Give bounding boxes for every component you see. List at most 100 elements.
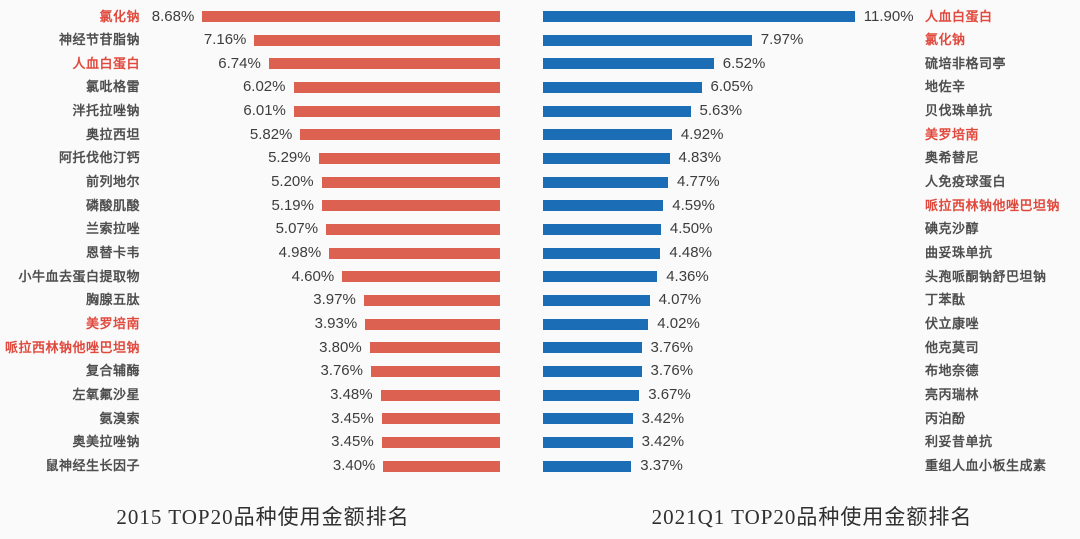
bar-row: 3.40% bbox=[0, 455, 500, 477]
bar bbox=[369, 342, 500, 354]
bar-row: 3.37% bbox=[543, 455, 683, 477]
category-label: 他克莫司 bbox=[925, 339, 980, 355]
bar bbox=[293, 81, 500, 93]
category-label: 泮托拉唑钠 bbox=[72, 103, 140, 119]
bar-row: 4.60% bbox=[0, 266, 500, 288]
category-label: 左氧氟沙星 bbox=[72, 387, 140, 403]
bar-row: 3.80% bbox=[0, 337, 500, 359]
category-label: 奥美拉唑钠 bbox=[72, 434, 140, 450]
bar-row: 4.48% bbox=[543, 242, 712, 264]
value-label: 4.83% bbox=[678, 149, 722, 167]
bar bbox=[254, 34, 500, 46]
category-label: 鼠神经生长因子 bbox=[45, 458, 140, 474]
category-label: 人血白蛋白 bbox=[925, 8, 993, 24]
bar-row: 4.02% bbox=[543, 313, 700, 335]
value-label: 7.16% bbox=[203, 31, 247, 49]
chart-title-2021q1: 2021Q1 TOP20品种使用金额排名 bbox=[651, 505, 973, 529]
category-label: 兰索拉唑 bbox=[85, 221, 140, 237]
value-label: 5.19% bbox=[271, 196, 314, 214]
bar-row: 3.93% bbox=[0, 313, 500, 335]
category-label: 丁苯酞 bbox=[925, 292, 966, 308]
bar-row: 3.42% bbox=[543, 408, 684, 430]
bar bbox=[543, 436, 633, 448]
category-label: 氨溴索 bbox=[99, 410, 140, 426]
bar bbox=[371, 365, 500, 377]
value-label: 5.63% bbox=[699, 102, 743, 120]
bar bbox=[543, 460, 632, 472]
value-label: 6.02% bbox=[242, 78, 286, 96]
value-label: 7.97% bbox=[760, 31, 804, 49]
bar-row: 7.16% bbox=[0, 29, 500, 51]
bar-row: 3.76% bbox=[543, 337, 693, 359]
value-label: 3.93% bbox=[314, 315, 358, 333]
category-label: 磷酸肌酸 bbox=[85, 197, 140, 213]
bar-row: 4.98% bbox=[0, 242, 500, 264]
value-label: 3.80% bbox=[319, 338, 362, 356]
value-label: 4.59% bbox=[672, 196, 715, 214]
bar bbox=[543, 389, 640, 401]
bar-row: 5.82% bbox=[0, 124, 500, 146]
bar bbox=[543, 152, 670, 164]
bar bbox=[322, 200, 500, 212]
category-label: 恩替卡韦 bbox=[85, 245, 140, 261]
bar-row: 3.45% bbox=[0, 408, 500, 430]
category-label: 美罗培南 bbox=[85, 316, 140, 332]
bar bbox=[293, 105, 500, 117]
category-label: 伏立康唑 bbox=[925, 316, 980, 332]
bar-row: 3.76% bbox=[543, 360, 693, 382]
value-label: 3.45% bbox=[331, 433, 374, 451]
category-label: 利妥昔单抗 bbox=[925, 434, 993, 450]
value-label: 3.67% bbox=[648, 386, 691, 404]
bar-row: 3.97% bbox=[0, 289, 500, 311]
value-label: 4.50% bbox=[669, 220, 713, 238]
bar bbox=[543, 58, 714, 70]
value-label: 3.48% bbox=[330, 386, 373, 404]
bar-row: 4.59% bbox=[543, 195, 715, 217]
value-label: 6.74% bbox=[218, 54, 261, 72]
bar-row: 4.07% bbox=[543, 289, 701, 311]
bar-row: 3.48% bbox=[0, 384, 500, 406]
bar bbox=[342, 271, 500, 283]
value-label: 11.90% bbox=[863, 7, 914, 25]
category-label: 哌拉西林钠他唑巴坦钠 bbox=[925, 197, 1061, 213]
value-label: 3.76% bbox=[650, 362, 694, 380]
value-label: 3.40% bbox=[332, 457, 376, 475]
bar-row: 6.01% bbox=[0, 100, 500, 122]
value-label: 3.97% bbox=[313, 291, 356, 309]
category-label: 美罗培南 bbox=[925, 126, 980, 142]
bar bbox=[543, 200, 664, 212]
value-label: 5.82% bbox=[249, 125, 293, 143]
category-label: 奥希替尼 bbox=[925, 150, 980, 166]
value-label: 6.01% bbox=[243, 102, 286, 120]
bar bbox=[543, 34, 752, 46]
bar bbox=[543, 105, 691, 117]
value-label: 3.76% bbox=[650, 338, 694, 356]
bar bbox=[326, 223, 500, 235]
bar bbox=[543, 176, 668, 188]
bar bbox=[543, 129, 672, 141]
value-label: 6.05% bbox=[710, 78, 754, 96]
bar bbox=[543, 294, 650, 306]
category-label: 贝伐珠单抗 bbox=[925, 103, 993, 119]
bar bbox=[300, 129, 500, 141]
category-label: 氯化钠 bbox=[925, 32, 966, 48]
bar-row: 3.42% bbox=[543, 431, 684, 453]
bar bbox=[543, 81, 702, 93]
category-label: 碘克沙醇 bbox=[925, 221, 980, 237]
bar-row: 5.19% bbox=[0, 195, 500, 217]
value-label: 4.07% bbox=[658, 291, 702, 309]
bar-row: 5.20% bbox=[0, 171, 500, 193]
category-label: 人血白蛋白 bbox=[72, 55, 140, 71]
value-label: 3.42% bbox=[641, 409, 685, 427]
value-label: 3.42% bbox=[641, 433, 685, 451]
bar-row: 4.83% bbox=[543, 147, 721, 169]
value-label: 4.92% bbox=[680, 125, 724, 143]
value-label: 3.37% bbox=[640, 457, 683, 475]
category-label: 复合辅酶 bbox=[85, 363, 140, 379]
value-label: 5.20% bbox=[271, 173, 314, 191]
category-label: 布地奈德 bbox=[925, 363, 980, 379]
bar bbox=[202, 11, 500, 22]
category-label: 头孢哌酮钠舒巴坦钠 bbox=[925, 268, 1047, 284]
category-label: 硫培非格司亭 bbox=[925, 55, 1007, 71]
category-label: 丙泊酚 bbox=[925, 410, 966, 426]
